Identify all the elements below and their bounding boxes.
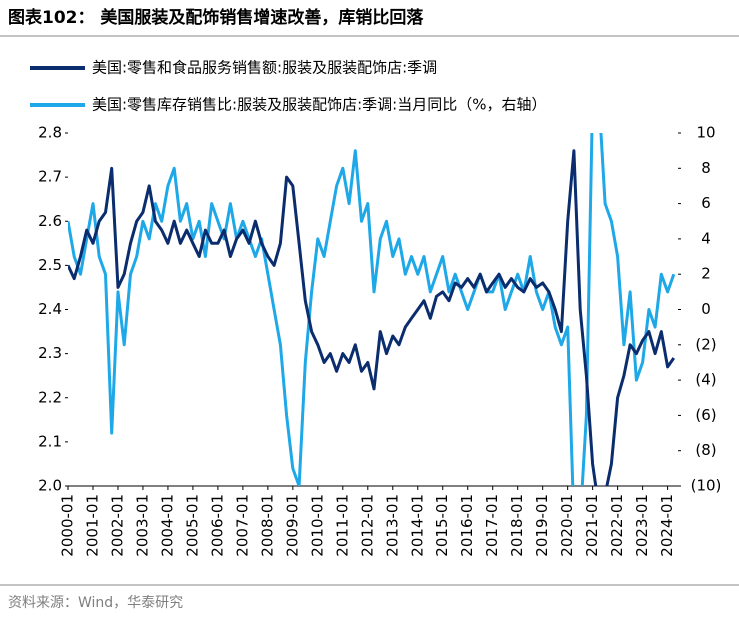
y2-tick-label: (2)	[695, 335, 716, 353]
x-tick-label: 2012-01	[358, 494, 376, 557]
x-tick-label: 2000-01	[59, 494, 77, 557]
chart-title: 图表102： 美国服装及配饰销售增速改善，库销比回落	[8, 7, 424, 28]
y2-tick-label: 8	[701, 159, 711, 177]
y2-tick-label: (10)	[691, 477, 722, 495]
y2-tick-label: 6	[701, 194, 711, 212]
series-line	[68, 133, 676, 486]
x-tick-label: 2003-01	[133, 494, 151, 557]
x-tick-label: 2020-01	[558, 494, 576, 557]
y2-tick-label: 4	[701, 229, 711, 247]
x-tick-label: 2011-01	[333, 494, 351, 557]
y-tick-label: 2.4	[38, 300, 62, 318]
x-tick-label: 2019-01	[533, 494, 551, 557]
y2-tick-label: (4)	[695, 371, 716, 389]
x-tick-label: 2023-01	[633, 494, 651, 557]
y-tick-label: 2.2	[38, 388, 62, 406]
y-tick-label: 2.5	[38, 256, 62, 274]
y2-tick-label: (8)	[695, 441, 716, 459]
x-tick-label: 2022-01	[608, 494, 626, 557]
x-tick-label: 2021-01	[583, 494, 601, 557]
x-tick-label: 2009-01	[283, 494, 301, 557]
x-tick-label: 2010-01	[308, 494, 326, 557]
y-tick-label: 2.0	[38, 477, 62, 495]
y2-tick-label: 2	[701, 265, 711, 283]
x-tick-label: 2004-01	[158, 494, 176, 557]
y-tick-label: 2.1	[38, 432, 62, 450]
x-tick-label: 2002-01	[108, 494, 126, 557]
y-tick-label: 2.3	[38, 344, 62, 362]
y2-tick-label: 0	[701, 300, 711, 318]
y2-tick-label: (6)	[695, 406, 716, 424]
y2-tick-label: 10	[696, 124, 715, 142]
x-tick-label: 2006-01	[208, 494, 226, 557]
x-tick-label: 2015-01	[433, 494, 451, 557]
x-tick-label: 2007-01	[233, 494, 251, 557]
x-tick-label: 2018-01	[508, 494, 526, 557]
x-tick-label: 2005-01	[183, 494, 201, 557]
plot-area	[68, 133, 676, 486]
legend-label: 美国:零售和食品服务销售额:服装及服装配饰店:季调	[92, 59, 437, 77]
x-tick-label: 2024-01	[658, 494, 676, 557]
x-tick-label: 2017-01	[483, 494, 501, 557]
x-tick-label: 2001-01	[83, 494, 101, 557]
x-tick-label: 2013-01	[383, 494, 401, 557]
x-tick-label: 2014-01	[408, 494, 426, 557]
source: 资料来源：Wind，华泰研究	[8, 595, 183, 611]
x-tick-label: 2008-01	[258, 494, 276, 557]
y-tick-label: 2.8	[38, 124, 62, 142]
y-tick-label: 2.7	[38, 168, 62, 186]
series-line	[68, 149, 676, 486]
x-tick-label: 2016-01	[458, 494, 476, 557]
y-tick-label: 2.6	[38, 212, 62, 230]
legend-label: 美国:零售库存销售比:服装及服装配饰店:季调:当月同比（%，右轴）	[92, 96, 546, 114]
